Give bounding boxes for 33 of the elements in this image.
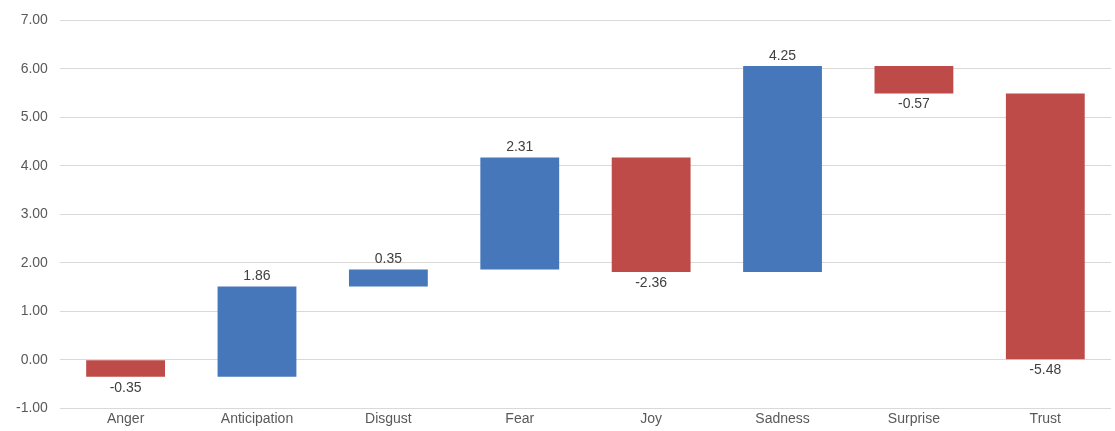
bar xyxy=(611,157,691,272)
data-label: 0.35 xyxy=(374,250,403,267)
data-label: -0.35 xyxy=(109,378,142,395)
bar xyxy=(1005,93,1085,360)
x-tick-label: Trust xyxy=(1029,410,1062,427)
bar xyxy=(86,360,166,377)
x-tick-label: Joy xyxy=(640,410,663,427)
y-tick-label: 3.00 xyxy=(20,205,49,222)
y-tick-label: 2.00 xyxy=(20,253,49,270)
y-tick-label: 6.00 xyxy=(20,59,49,76)
x-tick-label: Anger xyxy=(106,410,145,427)
y-tick-label: -1.00 xyxy=(15,399,49,416)
data-label: -5.48 xyxy=(1029,361,1062,378)
y-tick-label: 4.00 xyxy=(20,156,49,173)
data-label: 4.25 xyxy=(768,46,797,63)
data-label: -2.36 xyxy=(635,273,668,290)
data-label: -0.57 xyxy=(897,95,931,112)
bar xyxy=(217,286,297,377)
data-label: 1.86 xyxy=(243,267,271,284)
bar xyxy=(348,269,428,287)
y-tick-label: 7.00 xyxy=(20,11,49,28)
y-tick-label: 5.00 xyxy=(20,108,49,125)
data-label: 2.31 xyxy=(506,138,534,155)
bar xyxy=(874,65,954,94)
y-tick-label: 1.00 xyxy=(20,302,49,319)
x-tick-label: Fear xyxy=(505,410,535,427)
x-tick-label: Sadness xyxy=(755,410,810,427)
x-tick-label: Disgust xyxy=(365,410,412,427)
bar xyxy=(480,157,560,270)
y-tick-label: 0.00 xyxy=(20,350,49,367)
x-tick-label: Surprise xyxy=(887,410,941,427)
x-tick-label: Anticipation xyxy=(220,410,294,427)
bar xyxy=(743,65,822,272)
